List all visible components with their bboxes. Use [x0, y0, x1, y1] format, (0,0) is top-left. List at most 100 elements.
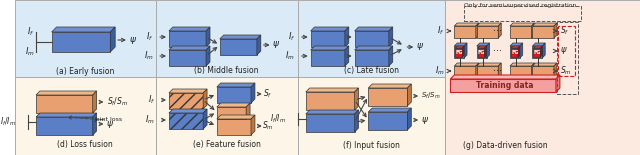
Text: (d) Loss fusion: (d) Loss fusion — [57, 140, 113, 150]
FancyBboxPatch shape — [169, 31, 206, 47]
Text: $I_f$: $I_f$ — [26, 26, 34, 38]
Text: $I_m$: $I_m$ — [145, 114, 156, 126]
Text: FG: FG — [511, 49, 518, 55]
Polygon shape — [355, 88, 358, 110]
Text: $\psi$: $\psi$ — [106, 119, 115, 129]
FancyBboxPatch shape — [169, 50, 206, 66]
Text: Joint loss: Joint loss — [94, 117, 122, 122]
Polygon shape — [408, 84, 412, 106]
Polygon shape — [203, 89, 207, 109]
Polygon shape — [520, 43, 523, 58]
Polygon shape — [169, 89, 207, 93]
Polygon shape — [203, 109, 207, 129]
Polygon shape — [462, 46, 464, 57]
Polygon shape — [110, 27, 115, 52]
Polygon shape — [540, 46, 542, 57]
Polygon shape — [556, 75, 560, 92]
Polygon shape — [454, 43, 467, 46]
Polygon shape — [542, 43, 545, 58]
Text: (b) Middle fusion: (b) Middle fusion — [195, 66, 259, 75]
Polygon shape — [484, 46, 486, 57]
FancyBboxPatch shape — [169, 113, 203, 129]
FancyBboxPatch shape — [156, 77, 298, 155]
FancyBboxPatch shape — [15, 77, 156, 155]
Polygon shape — [408, 108, 412, 130]
Polygon shape — [532, 23, 557, 26]
FancyBboxPatch shape — [477, 66, 499, 78]
Polygon shape — [257, 35, 261, 55]
Polygon shape — [477, 43, 490, 46]
FancyBboxPatch shape — [306, 92, 355, 110]
Text: $S_m$: $S_m$ — [560, 65, 572, 77]
Polygon shape — [511, 46, 520, 48]
Polygon shape — [532, 63, 557, 66]
FancyBboxPatch shape — [477, 26, 499, 38]
Polygon shape — [451, 75, 560, 79]
FancyBboxPatch shape — [298, 0, 445, 77]
Polygon shape — [310, 46, 349, 50]
Polygon shape — [532, 43, 545, 46]
Text: Training data: Training data — [476, 80, 534, 89]
FancyBboxPatch shape — [451, 79, 556, 92]
FancyBboxPatch shape — [534, 48, 540, 57]
Polygon shape — [510, 63, 534, 66]
Polygon shape — [345, 27, 349, 47]
FancyBboxPatch shape — [355, 50, 389, 66]
Text: ···: ··· — [493, 26, 502, 36]
Polygon shape — [246, 103, 250, 119]
FancyBboxPatch shape — [511, 48, 518, 57]
FancyBboxPatch shape — [454, 46, 464, 58]
Polygon shape — [499, 23, 501, 38]
FancyBboxPatch shape — [156, 0, 298, 77]
FancyBboxPatch shape — [217, 107, 246, 119]
Polygon shape — [169, 27, 210, 31]
FancyBboxPatch shape — [454, 26, 476, 38]
Text: $I_f$: $I_f$ — [437, 25, 445, 37]
Text: (c) Late fusion: (c) Late fusion — [344, 66, 399, 75]
Text: $\psi$: $\psi$ — [129, 35, 137, 46]
FancyBboxPatch shape — [532, 66, 554, 78]
Text: $S_f$: $S_f$ — [560, 25, 569, 37]
Text: (e) Feature fusion: (e) Feature fusion — [193, 140, 260, 150]
FancyBboxPatch shape — [310, 31, 345, 47]
Text: $\psi$: $\psi$ — [560, 46, 568, 57]
Polygon shape — [93, 113, 97, 135]
Polygon shape — [486, 43, 490, 58]
FancyBboxPatch shape — [310, 50, 345, 66]
Text: ···: ··· — [493, 46, 502, 56]
FancyBboxPatch shape — [36, 95, 93, 113]
FancyBboxPatch shape — [455, 48, 462, 57]
Text: $S_m$: $S_m$ — [262, 120, 273, 132]
Polygon shape — [355, 46, 393, 50]
Polygon shape — [169, 46, 210, 50]
Polygon shape — [499, 63, 501, 78]
Text: $S_f$: $S_f$ — [263, 88, 273, 100]
FancyBboxPatch shape — [52, 32, 110, 52]
Polygon shape — [306, 110, 358, 114]
Polygon shape — [206, 27, 210, 47]
Polygon shape — [345, 46, 349, 66]
Polygon shape — [368, 108, 412, 112]
Polygon shape — [93, 91, 97, 113]
Polygon shape — [310, 27, 349, 31]
Text: $I_m$: $I_m$ — [25, 46, 35, 58]
Text: $\psi$: $\psi$ — [273, 40, 280, 51]
FancyBboxPatch shape — [478, 48, 484, 57]
FancyBboxPatch shape — [355, 31, 389, 47]
Polygon shape — [554, 23, 557, 38]
FancyBboxPatch shape — [217, 87, 251, 103]
Polygon shape — [389, 27, 393, 47]
Polygon shape — [206, 46, 210, 66]
FancyBboxPatch shape — [510, 66, 531, 78]
Text: FG: FG — [478, 49, 485, 55]
FancyBboxPatch shape — [510, 26, 531, 38]
Text: $I_m$: $I_m$ — [285, 50, 295, 62]
Polygon shape — [477, 63, 501, 66]
Polygon shape — [510, 43, 523, 46]
Polygon shape — [220, 35, 261, 39]
FancyBboxPatch shape — [298, 77, 445, 155]
Polygon shape — [510, 23, 534, 26]
Text: $I_m$: $I_m$ — [143, 50, 154, 62]
Text: (a) Early fusion: (a) Early fusion — [56, 66, 114, 75]
Polygon shape — [477, 23, 501, 26]
